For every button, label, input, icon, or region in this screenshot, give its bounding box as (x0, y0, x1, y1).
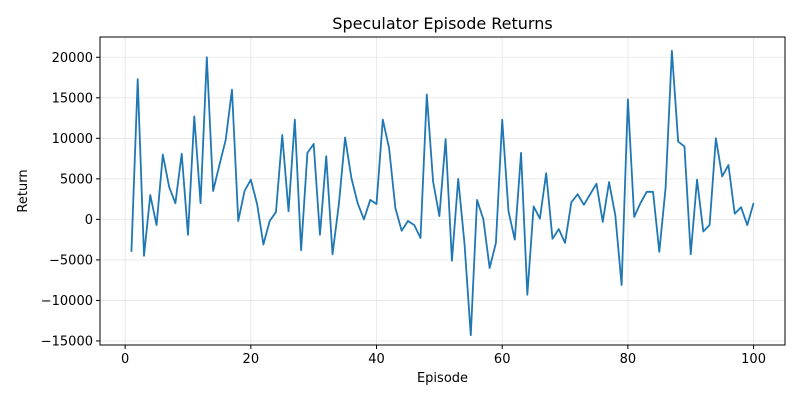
axes-frame (99, 36, 786, 346)
x-tick-label: 20 (243, 352, 260, 367)
x-tick-label: 100 (741, 352, 766, 367)
x-tick-label: 40 (368, 352, 385, 367)
series-group (130, 49, 755, 337)
y-tick-label: −15000 (41, 334, 93, 349)
chart-title: Speculator Episode Returns (332, 14, 552, 33)
series-line-0 (130, 49, 755, 337)
y-tick-label: 5000 (60, 172, 93, 187)
x-tick-label: 80 (620, 352, 637, 367)
y-tick-label: 10000 (52, 132, 93, 147)
y-axis-label: Return (16, 169, 31, 212)
x-tick-label: 60 (494, 352, 511, 367)
x-tick-label: 0 (121, 352, 129, 367)
y-axis-ticks: −15000 −10000 −5000 0 5000 10000 15000 20000 (41, 51, 100, 349)
y-tick-label: −10000 (41, 294, 93, 309)
y-tick-label: −5000 (49, 253, 93, 268)
y-tick-label: 0 (85, 213, 93, 228)
y-tick-label: 15000 (52, 91, 93, 106)
x-axis-label: Episode (417, 371, 468, 386)
x-axis-ticks: 0 20 40 60 80 100 (121, 345, 766, 367)
y-tick-label: 20000 (52, 51, 93, 66)
